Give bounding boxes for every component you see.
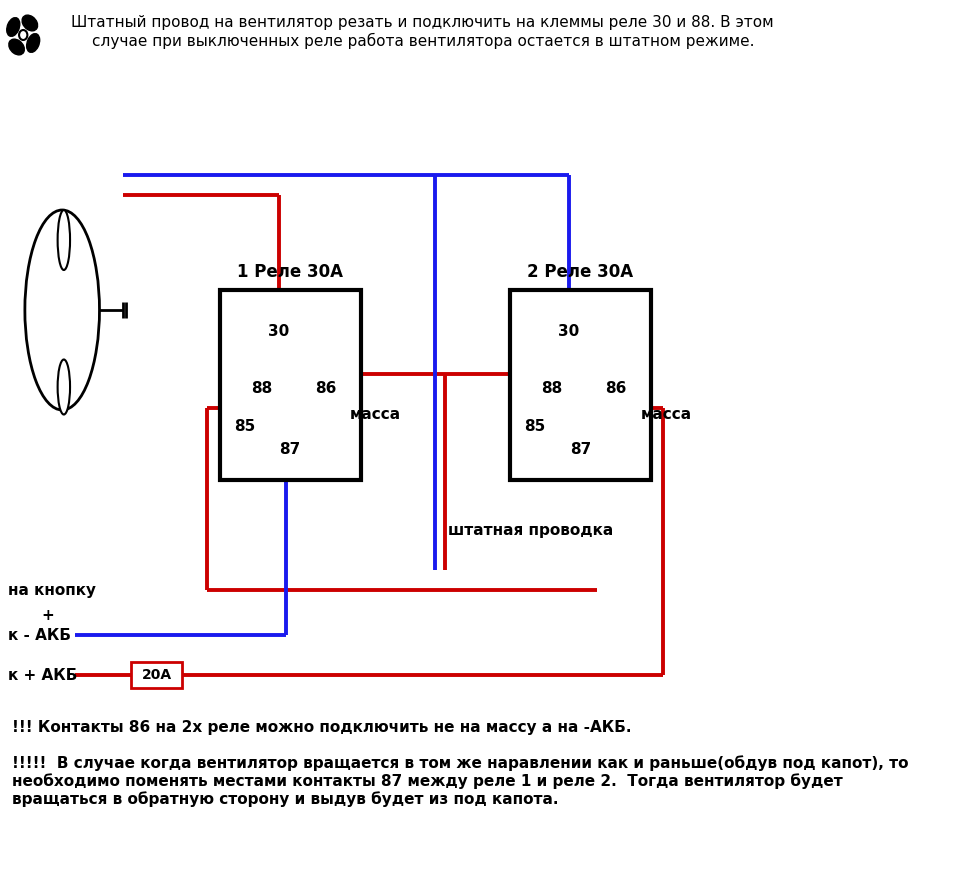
Text: штатная проводка: штатная проводка [447, 522, 612, 538]
Ellipse shape [27, 34, 39, 52]
Text: масса: масса [640, 408, 691, 422]
Text: 30: 30 [268, 324, 290, 339]
Text: 20А: 20А [142, 668, 172, 682]
Text: масса: масса [350, 408, 401, 422]
Text: 85: 85 [524, 420, 546, 434]
Text: 1 Реле 30А: 1 Реле 30А [237, 263, 343, 281]
Ellipse shape [25, 210, 100, 410]
Text: 86: 86 [605, 381, 626, 396]
Text: 86: 86 [315, 381, 336, 396]
Text: Штатный провод на вентилятор резать и подключить на клеммы реле 30 и 88. В этом
: Штатный провод на вентилятор резать и по… [71, 15, 774, 49]
Bar [220, 290, 361, 480]
Text: 88: 88 [252, 381, 273, 396]
Text: 85: 85 [234, 420, 255, 434]
Bar [131, 662, 182, 688]
Bar [510, 290, 651, 480]
Ellipse shape [9, 39, 24, 55]
Text: 87: 87 [279, 442, 300, 457]
Ellipse shape [58, 210, 70, 270]
Text: 88: 88 [541, 381, 563, 396]
Ellipse shape [22, 15, 37, 31]
Text: на кнопку: на кнопку [9, 582, 96, 598]
Ellipse shape [7, 17, 20, 36]
Text: !!! Контакты 86 на 2х реле можно подключить не на массу а на -АКБ.: !!! Контакты 86 на 2х реле можно подключ… [12, 720, 632, 735]
Ellipse shape [58, 360, 70, 415]
Text: к + АКБ: к + АКБ [9, 667, 78, 682]
Text: 87: 87 [569, 442, 591, 457]
Text: +: + [41, 607, 54, 622]
Circle shape [19, 30, 27, 40]
Text: 30: 30 [559, 324, 580, 339]
Text: !!!!!  В случае когда вентилятор вращается в том же наравлении как и раньше(обду: !!!!! В случае когда вентилятор вращаетс… [12, 755, 909, 807]
Text: 2 Реле 30А: 2 Реле 30А [527, 263, 634, 281]
Text: к - АКБ: к - АКБ [9, 627, 71, 642]
